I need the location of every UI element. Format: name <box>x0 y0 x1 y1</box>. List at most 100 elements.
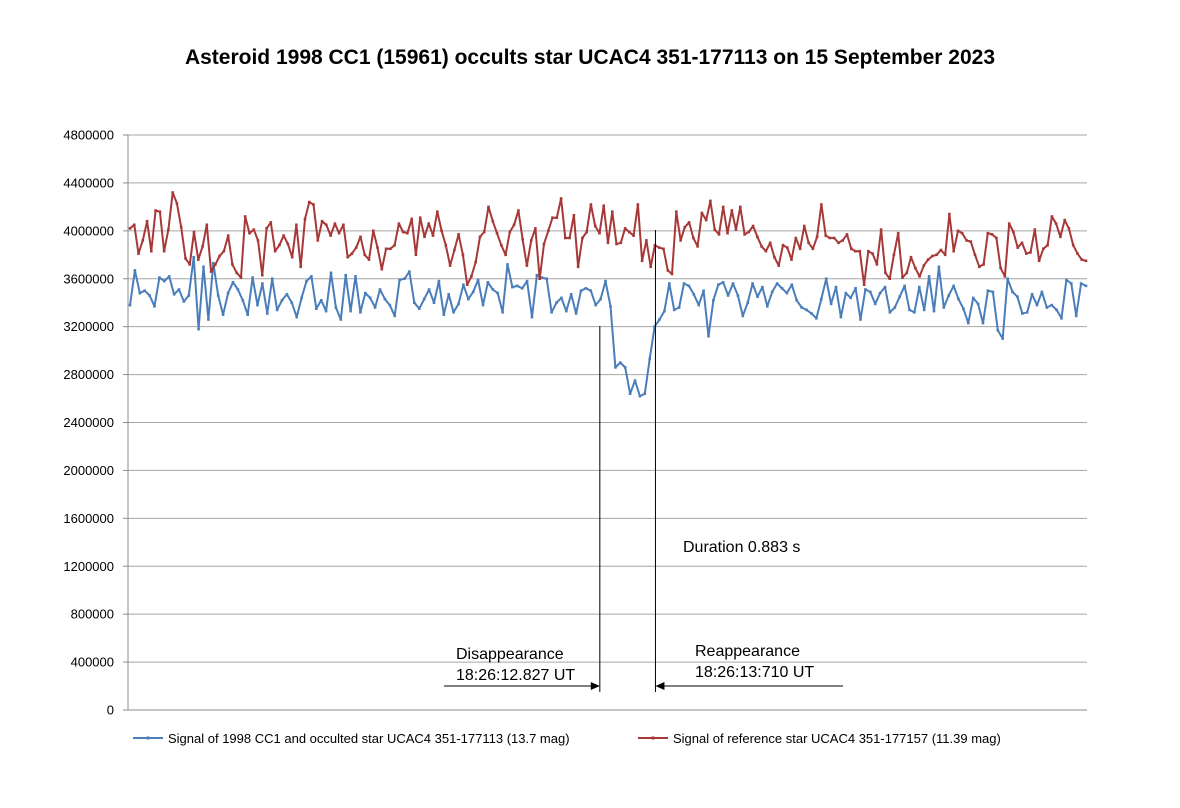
data-point <box>197 327 200 331</box>
data-point <box>996 329 1000 332</box>
data-point <box>334 306 338 309</box>
data-point <box>1035 303 1039 307</box>
data-point <box>506 263 509 266</box>
data-point <box>403 277 406 280</box>
data-point <box>973 253 977 257</box>
data-point <box>550 311 553 314</box>
data-point <box>295 223 298 227</box>
data-point <box>482 230 486 234</box>
data-point <box>239 276 243 279</box>
data-point <box>815 317 818 320</box>
data-point <box>581 236 584 240</box>
legend-item-series-1[interactable]: Signal of 1998 CC1 and occulted star UCA… <box>133 731 570 746</box>
data-point <box>209 270 213 273</box>
data-point <box>316 239 320 242</box>
data-point <box>1059 235 1062 239</box>
data-point <box>1012 230 1015 234</box>
data-point <box>683 225 687 229</box>
legend-label-series-2: Signal of reference star UCAC4 351-17715… <box>673 731 1001 746</box>
data-point <box>864 288 867 291</box>
data-point <box>884 271 887 275</box>
reappearance-label: Reappearance <box>695 643 800 660</box>
data-point <box>858 249 862 253</box>
data-point <box>730 209 734 212</box>
data-point <box>1011 290 1014 294</box>
data-point <box>824 234 827 237</box>
data-point <box>770 290 774 294</box>
data-point <box>535 273 539 277</box>
data-point <box>163 279 166 283</box>
chart-title: Asteroid 1998 CC1 (15961) occults star U… <box>184 46 996 69</box>
data-point <box>986 231 990 235</box>
data-point <box>952 284 955 288</box>
data-point <box>999 266 1002 270</box>
data-point <box>1055 308 1058 312</box>
data-point <box>437 279 441 283</box>
data-point <box>201 245 204 248</box>
data-point <box>918 275 921 278</box>
data-point <box>751 224 755 228</box>
data-point <box>619 241 623 245</box>
data-point <box>324 309 328 313</box>
data-point <box>731 282 735 285</box>
data-point <box>520 287 524 290</box>
y-tick-label: 4400000 <box>63 175 114 190</box>
data-point <box>901 276 904 279</box>
data-point <box>158 210 162 213</box>
data-point <box>177 288 181 291</box>
data-point <box>471 290 475 294</box>
data-point <box>1033 228 1037 231</box>
data-point <box>380 267 384 271</box>
data-point <box>1030 293 1034 296</box>
y-tick-label: 4000000 <box>63 223 114 238</box>
data-point <box>290 255 294 259</box>
data-point <box>569 293 573 296</box>
data-point <box>444 243 448 247</box>
data-point <box>828 236 832 240</box>
data-point <box>300 296 303 300</box>
data-point <box>713 228 716 231</box>
data-point <box>192 255 195 259</box>
data-point <box>187 294 191 297</box>
data-point <box>133 269 137 272</box>
data-point <box>337 231 341 235</box>
data-point <box>560 296 563 300</box>
data-point <box>344 273 347 277</box>
data-point <box>432 301 436 304</box>
data-point <box>1067 227 1071 230</box>
data-point <box>653 325 656 328</box>
data-point <box>957 297 960 301</box>
data-point <box>290 301 294 304</box>
data-point <box>545 277 548 280</box>
duration-annotation: Duration 0.883 s <box>683 539 800 556</box>
data-point <box>922 308 926 312</box>
data-point <box>726 231 729 235</box>
legend-item-series-2[interactable]: Signal of reference star UCAC4 351-17715… <box>638 731 1001 746</box>
data-point <box>598 231 601 235</box>
data-point <box>312 203 315 206</box>
data-point <box>707 334 710 338</box>
data-point <box>256 303 259 307</box>
data-point <box>653 243 657 247</box>
data-point <box>948 212 951 216</box>
data-point <box>389 247 392 251</box>
data-point <box>898 295 901 298</box>
data-point <box>418 307 421 310</box>
data-point <box>453 248 456 252</box>
data-point <box>408 270 411 273</box>
data-point <box>696 245 699 248</box>
data-point <box>303 217 307 221</box>
data-point <box>368 296 372 300</box>
data-point <box>935 253 938 257</box>
data-point <box>628 230 631 234</box>
data-point <box>834 285 838 289</box>
data-point <box>775 282 779 285</box>
data-point <box>542 242 546 246</box>
data-point <box>1021 312 1024 315</box>
data-point <box>850 247 853 251</box>
data-point <box>442 313 446 316</box>
data-point <box>295 315 298 319</box>
data-point <box>1071 243 1075 247</box>
data-point <box>606 241 610 245</box>
data-point <box>547 229 550 233</box>
